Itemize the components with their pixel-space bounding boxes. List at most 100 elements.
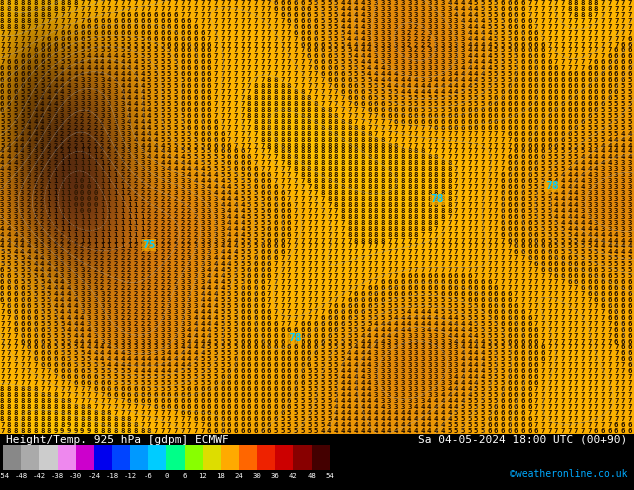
Text: 3: 3	[127, 321, 131, 327]
Text: 2: 2	[60, 131, 65, 137]
Text: 5: 5	[160, 380, 165, 386]
Text: 2: 2	[87, 107, 91, 113]
Text: 7: 7	[394, 267, 398, 273]
Text: 8: 8	[407, 202, 411, 208]
Text: 2: 2	[140, 303, 145, 309]
Text: 6: 6	[407, 285, 411, 291]
Text: 7: 7	[301, 315, 305, 321]
Text: 6: 6	[514, 344, 518, 350]
Text: 7: 7	[560, 327, 565, 333]
Text: 5: 5	[113, 368, 118, 374]
Text: 8: 8	[401, 214, 404, 220]
Text: 7: 7	[607, 24, 612, 30]
Text: 6: 6	[274, 374, 278, 380]
Text: 2: 2	[147, 202, 151, 208]
Text: 6: 6	[567, 124, 572, 131]
Text: 3: 3	[67, 279, 71, 285]
Text: 3: 3	[581, 196, 585, 202]
Text: 6: 6	[534, 368, 538, 374]
Text: 7: 7	[320, 255, 325, 261]
Text: 8: 8	[394, 190, 398, 196]
Text: 5: 5	[20, 255, 24, 261]
Text: 4: 4	[107, 344, 111, 350]
Text: 4: 4	[574, 166, 578, 172]
Text: 4: 4	[227, 226, 231, 232]
Text: 1: 1	[87, 172, 91, 178]
Text: 2: 2	[47, 232, 51, 238]
Text: 8: 8	[347, 172, 351, 178]
Text: 3: 3	[414, 12, 418, 18]
Text: 6: 6	[113, 386, 118, 392]
Text: 7: 7	[53, 29, 58, 36]
Text: 1: 1	[100, 196, 105, 202]
Text: 5: 5	[554, 244, 559, 249]
Text: 6: 6	[407, 291, 411, 297]
Text: 4: 4	[460, 65, 465, 71]
Text: 5: 5	[460, 422, 465, 428]
Text: 4: 4	[67, 83, 71, 89]
Text: 6: 6	[360, 291, 365, 297]
Text: 7: 7	[547, 392, 552, 398]
Text: 3: 3	[401, 333, 404, 339]
Text: 1: 1	[100, 232, 105, 238]
Text: 4: 4	[367, 356, 372, 363]
Text: 7: 7	[541, 18, 545, 24]
Text: 6: 6	[454, 113, 458, 119]
Text: 3: 3	[100, 101, 105, 107]
Text: 6: 6	[521, 24, 525, 30]
Text: 5: 5	[140, 48, 145, 53]
Text: 4: 4	[401, 321, 404, 327]
Text: 3: 3	[174, 309, 178, 315]
Text: 7: 7	[587, 386, 592, 392]
Text: 7: 7	[494, 249, 498, 255]
Text: 7: 7	[301, 77, 305, 83]
Text: 6: 6	[254, 416, 258, 422]
Text: 6: 6	[307, 42, 311, 48]
Text: 4: 4	[454, 339, 458, 344]
Text: 8: 8	[427, 172, 432, 178]
Text: 7: 7	[347, 238, 351, 244]
Text: 5: 5	[474, 392, 478, 398]
Text: 6: 6	[240, 404, 245, 410]
Text: 5: 5	[160, 59, 165, 65]
Text: 3: 3	[607, 190, 612, 196]
Text: 3: 3	[394, 24, 398, 30]
Text: 7: 7	[394, 124, 398, 131]
Text: 6: 6	[280, 333, 285, 339]
Text: 7: 7	[233, 6, 238, 12]
Text: 2: 2	[187, 226, 191, 232]
Text: 4: 4	[567, 208, 572, 214]
Text: 6: 6	[500, 321, 505, 327]
Text: 2: 2	[120, 178, 124, 184]
Text: 7: 7	[567, 428, 572, 434]
Text: 7: 7	[427, 148, 432, 154]
Text: 4: 4	[360, 422, 365, 428]
Text: 6: 6	[460, 119, 465, 125]
Text: 7: 7	[180, 428, 184, 434]
Text: 4: 4	[67, 65, 71, 71]
Text: 3: 3	[47, 255, 51, 261]
Text: 7: 7	[581, 303, 585, 309]
Text: 3: 3	[581, 202, 585, 208]
Text: 5: 5	[240, 255, 245, 261]
Text: 7: 7	[87, 0, 91, 6]
Text: 6: 6	[581, 71, 585, 77]
Text: 3: 3	[93, 327, 98, 333]
Text: 5: 5	[333, 368, 338, 374]
Text: 5: 5	[320, 0, 325, 6]
Text: 4: 4	[60, 297, 65, 303]
Text: 6: 6	[560, 267, 565, 273]
Text: 8: 8	[420, 154, 425, 160]
Text: 7: 7	[414, 261, 418, 268]
Text: 2: 2	[174, 255, 178, 261]
Text: 5: 5	[547, 190, 552, 196]
Text: 2: 2	[120, 303, 124, 309]
Text: 6: 6	[521, 350, 525, 356]
Text: 4: 4	[407, 89, 411, 95]
Text: 4: 4	[467, 0, 472, 6]
Text: 5: 5	[574, 249, 578, 255]
Text: 4: 4	[367, 65, 372, 71]
Text: 7: 7	[534, 6, 538, 12]
Text: 8: 8	[7, 398, 11, 404]
Text: 4: 4	[367, 53, 372, 59]
